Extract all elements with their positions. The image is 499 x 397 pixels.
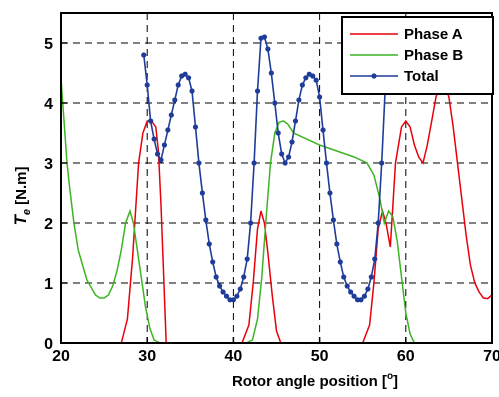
- data-point-total: [189, 88, 195, 94]
- data-point-total: [175, 82, 181, 88]
- series-layer: [60, 34, 493, 344]
- data-point-total: [320, 127, 326, 133]
- y-tick-label: 2: [44, 216, 53, 233]
- legend-label-total: Total: [404, 68, 439, 85]
- data-point-total: [151, 136, 157, 142]
- data-point-total: [341, 274, 347, 280]
- data-point-total: [237, 286, 243, 292]
- y-tick-label: 5: [44, 36, 53, 53]
- x-tick-label: 70: [483, 348, 499, 365]
- data-point-total: [337, 259, 343, 265]
- frame-layer: [60, 12, 493, 344]
- data-point-total: [282, 160, 288, 166]
- data-point-total: [272, 100, 278, 106]
- y-tick-label: 3: [44, 156, 53, 173]
- y-tick-label: 1: [44, 276, 53, 293]
- data-point-total: [334, 241, 340, 247]
- data-point-total: [185, 75, 192, 81]
- data-point-total: [358, 297, 364, 303]
- data-point-total: [323, 160, 330, 166]
- data-point-total: [192, 124, 199, 130]
- data-point-total: [368, 274, 374, 280]
- data-point-total: [351, 293, 357, 299]
- x-tick-label: 60: [397, 348, 415, 365]
- data-point-total: [172, 97, 178, 103]
- legend-label-phase-b: Phase B: [404, 47, 463, 64]
- data-point-total: [234, 293, 240, 299]
- data-point-total: [217, 283, 223, 289]
- x-tick-label: 50: [311, 348, 329, 365]
- data-point-total: [310, 73, 316, 79]
- plot-frame: [60, 12, 493, 344]
- data-point-total: [165, 127, 171, 133]
- data-point-total: [223, 293, 230, 299]
- data-point-total: [372, 256, 378, 262]
- data-point-total: [141, 52, 147, 58]
- data-point-total: [206, 241, 212, 247]
- legend: Phase A Phase B Total: [341, 16, 494, 95]
- data-point-total: [251, 160, 257, 166]
- data-point-total: [210, 259, 216, 265]
- data-point-total: [279, 151, 285, 157]
- data-point-total: [292, 118, 299, 124]
- data-point-total: [289, 139, 295, 145]
- data-point-total: [220, 289, 226, 295]
- data-point-total: [230, 297, 236, 303]
- data-point-total: [158, 157, 164, 163]
- data-point-total: [375, 220, 381, 226]
- legend-items: Phase A Phase B Total: [350, 26, 463, 85]
- data-point-total: [344, 283, 350, 289]
- data-point-total: [265, 46, 271, 52]
- data-point-total: [285, 154, 292, 160]
- data-point-total: [379, 160, 385, 166]
- x-tick-label: 40: [225, 348, 243, 365]
- data-point-total: [317, 94, 323, 100]
- tick-layer: 20 30 40 50 60 70 0 1 2 3 4 5: [44, 36, 499, 365]
- data-point-total: [268, 70, 274, 76]
- data-point-total: [241, 274, 247, 280]
- data-point-total: [203, 217, 209, 223]
- y-tick-label: 4: [44, 96, 53, 113]
- legend-marker-total: [371, 73, 377, 79]
- data-point-total: [199, 190, 205, 196]
- data-point-total: [361, 293, 368, 299]
- data-point-total: [248, 220, 254, 226]
- data-point-total: [213, 274, 219, 280]
- data-point-total: [303, 75, 309, 81]
- data-point-total: [348, 289, 354, 295]
- data-point-total: [261, 34, 268, 40]
- data-point-total: [154, 151, 161, 157]
- data-point-total: [144, 82, 150, 88]
- data-point-total: [182, 71, 188, 77]
- data-point-total: [168, 112, 174, 118]
- data-point-total: [254, 88, 261, 94]
- x-tick-label: 30: [138, 348, 156, 365]
- data-point-total: [299, 82, 305, 88]
- y-axis-title: Te [N.m]: [11, 166, 33, 225]
- y-tick-label: 0: [44, 336, 53, 353]
- data-point-total: [296, 97, 302, 103]
- data-point-total: [244, 256, 250, 262]
- data-point-total: [275, 130, 281, 136]
- data-point-total: [365, 286, 371, 292]
- data-point-total: [148, 118, 154, 124]
- data-point-total: [196, 160, 202, 166]
- data-point-total: [330, 217, 336, 223]
- x-tick-label: 20: [52, 348, 70, 365]
- data-point-total: [327, 190, 333, 196]
- x-axis-title: Rotor angle position [o]: [232, 371, 398, 390]
- data-point-total: [313, 77, 319, 83]
- data-point-total: [161, 142, 168, 148]
- legend-label-phase-a: Phase A: [404, 26, 463, 43]
